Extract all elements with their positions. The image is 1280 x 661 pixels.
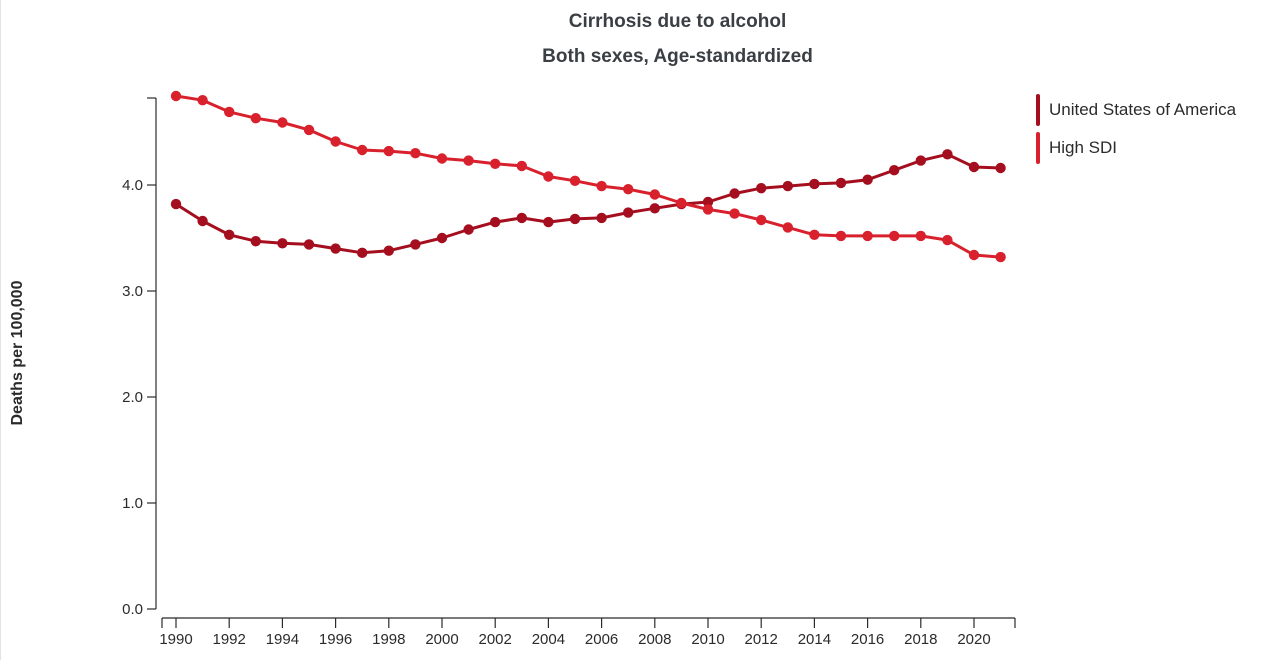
series-point-0 <box>968 161 980 173</box>
series-point-1 <box>516 160 527 172</box>
series-point-1 <box>623 184 634 195</box>
series-point-0 <box>942 149 953 160</box>
series-point-0 <box>277 238 288 249</box>
series-point-1 <box>224 106 235 118</box>
series-point-1 <box>915 230 926 242</box>
legend-swatch-usa <box>1036 94 1040 126</box>
y-tick-label: 4.0 <box>122 177 143 194</box>
series-point-1 <box>676 197 687 209</box>
series-point-1 <box>729 208 740 219</box>
series-line-0 <box>175 152 1001 255</box>
legend-label-usa: United States of America <box>1049 100 1237 119</box>
x-tick-label: 1992 <box>213 631 246 648</box>
series-point-0 <box>702 196 714 208</box>
x-tick-label: 2006 <box>585 631 618 648</box>
series-point-1 <box>463 155 474 166</box>
y-tick-label: 1.0 <box>122 495 143 512</box>
series-point-1 <box>303 124 315 136</box>
series-point-1 <box>889 230 900 242</box>
series-point-1 <box>862 230 873 242</box>
x-tick-label: 2016 <box>851 631 884 648</box>
series-point-1 <box>782 222 793 233</box>
series-point-0 <box>410 239 421 250</box>
series-point-1 <box>649 189 660 200</box>
x-tick-label: 2014 <box>798 631 831 648</box>
chart-subtitle: Both sexes, Age-standardized <box>542 46 813 67</box>
series-point-1 <box>170 90 182 102</box>
series-point-1 <box>277 117 288 128</box>
series-point-1 <box>569 175 581 186</box>
series-point-0 <box>436 232 448 244</box>
x-tick-label: 1990 <box>159 631 192 648</box>
series-point-0 <box>224 229 235 240</box>
series-point-0 <box>250 236 261 247</box>
x-tick-label: 2020 <box>957 631 990 648</box>
legend: United States of America High SDI <box>1036 94 1236 170</box>
series-point-0 <box>649 203 660 214</box>
x-tick-label: 2002 <box>479 631 512 648</box>
series-point-1 <box>995 251 1006 263</box>
series-point-0 <box>543 216 554 228</box>
legend-swatch-high-sdi <box>1036 132 1040 164</box>
x-tick-label: 2008 <box>638 631 671 648</box>
series-point-0 <box>569 213 581 225</box>
series-point-1 <box>357 144 368 156</box>
series-point-1 <box>490 158 501 169</box>
x-tick-label: 2010 <box>691 631 724 648</box>
x-tick-label: 1998 <box>372 631 405 648</box>
x-tick-label: 1996 <box>319 631 352 648</box>
series-point-1 <box>383 145 394 157</box>
series-point-0 <box>303 239 315 250</box>
series-point-0 <box>383 245 394 256</box>
series-point-1 <box>596 180 607 192</box>
series-point-0 <box>995 162 1006 174</box>
series-point-0 <box>756 183 767 194</box>
series-point-0 <box>357 247 368 258</box>
series-point-1 <box>197 95 208 106</box>
x-tick-label: 2000 <box>425 631 458 648</box>
series-point-1 <box>835 230 847 242</box>
series-point-1 <box>330 136 341 147</box>
series-point-0 <box>623 207 634 218</box>
chart-title: Cirrhosis due to alcohol <box>568 11 787 32</box>
x-tick-label: 2004 <box>532 631 565 648</box>
series-point-1 <box>942 234 953 246</box>
series-point-0 <box>516 212 527 224</box>
series-point-0 <box>809 178 820 190</box>
series-point-0 <box>330 243 341 254</box>
series-point-0 <box>862 174 873 185</box>
series-point-0 <box>729 188 740 199</box>
y-tick-label: 2.0 <box>122 389 143 406</box>
series-point-0 <box>463 224 474 235</box>
series-point-0 <box>835 177 847 189</box>
series-point-0 <box>170 198 182 210</box>
series-point-0 <box>782 180 793 192</box>
series-point-1 <box>543 171 554 182</box>
series-point-1 <box>436 153 448 164</box>
series-point-1 <box>756 214 767 226</box>
legend-item-high-sdi[interactable]: High SDI <box>1036 132 1236 164</box>
legend-item-usa[interactable]: United States of America <box>1036 94 1236 126</box>
series-point-1 <box>250 113 261 124</box>
series-point-0 <box>915 155 926 166</box>
series-point-0 <box>596 212 607 224</box>
legend-label-high-sdi: High SDI <box>1049 138 1118 157</box>
series-point-1 <box>968 249 980 261</box>
series-point-1 <box>410 148 421 159</box>
x-tick-label: 1994 <box>266 631 299 648</box>
series-point-0 <box>197 215 208 227</box>
x-tick-label: 2018 <box>904 631 937 648</box>
series-point-0 <box>490 216 501 228</box>
series-point-1 <box>809 229 820 240</box>
series-point-0 <box>889 165 900 176</box>
y-tick-label: 3.0 <box>122 283 143 300</box>
series-point-1 <box>702 204 714 215</box>
x-tick-label: 2012 <box>745 631 778 648</box>
y-tick-label: 0.0 <box>122 601 143 618</box>
